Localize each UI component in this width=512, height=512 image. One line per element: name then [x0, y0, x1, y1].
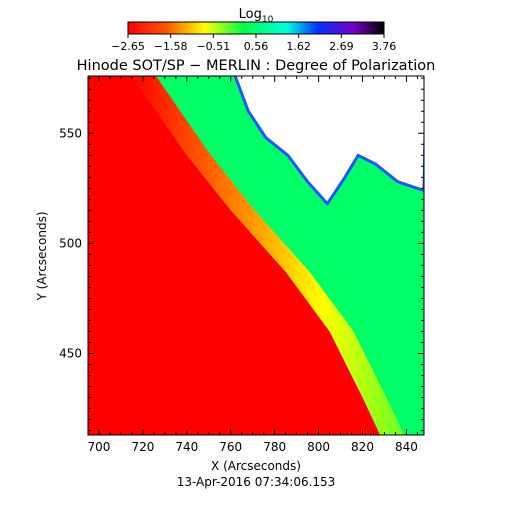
x-tick-label: 820 — [351, 440, 374, 454]
colorbar-tick-label: −0.51 — [196, 40, 230, 53]
colorbar-tick-label: 0.56 — [244, 40, 269, 53]
limb-band — [131, 76, 405, 435]
y-tick-label: 450 — [59, 347, 82, 361]
colorbar-tick-label: 2.69 — [329, 40, 354, 53]
x-tick-label: 760 — [219, 440, 242, 454]
y-axis-label: Y (Arcseconds) — [35, 211, 49, 301]
x-axis-ticks: 700 720 740 760 780 800 820 840 — [88, 76, 418, 454]
colorbar-ticks: −2.65 −1.58 −0.51 0.56 1.62 2.69 3.76 — [111, 34, 396, 53]
disk-region — [88, 76, 381, 435]
high-value-region — [233, 76, 424, 207]
colorbar-tick-label: 3.76 — [372, 40, 397, 53]
colorbar-tick-label: −2.65 — [111, 40, 145, 53]
x-axis-label: X (Arcseconds) — [211, 459, 301, 473]
plot-frame — [87, 75, 425, 436]
x-tick-label: 780 — [263, 440, 286, 454]
x-tick-label: 700 — [88, 440, 111, 454]
x-tick-label: 740 — [175, 440, 198, 454]
plot-area — [88, 76, 424, 435]
x-tick-label: 720 — [131, 440, 154, 454]
chart-title: Hinode SOT/SP − MERLIN : Degree of Polar… — [77, 58, 436, 74]
colorbar-tick-label: −1.58 — [154, 40, 188, 53]
colorbar-label: Log10 — [239, 7, 274, 25]
x-tick-label: 800 — [307, 440, 330, 454]
y-tick-label: 550 — [59, 126, 82, 140]
colorbar-tick-label: 1.62 — [286, 40, 311, 53]
y-axis-ticks: 450 500 550 — [59, 77, 424, 432]
colorbar: Log10 −2.65 −1.58 −0.51 0.56 1.62 2.69 3.76 — [111, 7, 396, 53]
x-tick-label: 840 — [395, 440, 418, 454]
y-tick-label: 500 — [59, 236, 82, 250]
colorbar-gradient — [127, 21, 385, 35]
timestamp: 13-Apr-2016 07:34:06.153 — [177, 475, 336, 489]
